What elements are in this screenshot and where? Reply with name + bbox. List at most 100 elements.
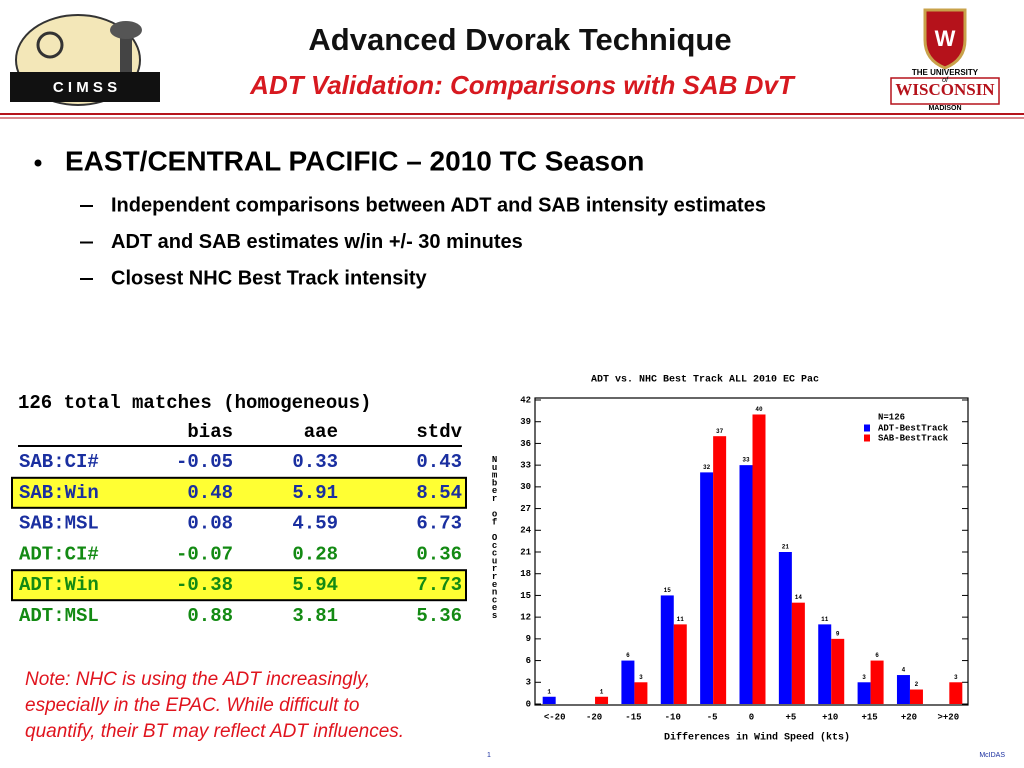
logo-text: C I M S S (53, 79, 117, 96)
x-tick-label: 0 (749, 712, 754, 722)
data-label: 3 (954, 674, 958, 681)
cell: 5.94 (292, 574, 338, 596)
credit: McIDAS (979, 752, 1005, 759)
y-tick-label: 33 (520, 461, 531, 471)
data-label: 40 (755, 406, 763, 413)
bar (778, 552, 792, 704)
bar (542, 696, 556, 704)
row-name: ADT:MSL (19, 605, 99, 627)
y-tick-label: 30 (520, 482, 531, 492)
row-name: SAB:Win (19, 482, 99, 504)
data-label: 2 (915, 681, 919, 688)
cell: 0.88 (187, 605, 233, 627)
cell: 0.08 (187, 513, 233, 535)
data-label: 11 (821, 616, 829, 623)
column-header: bias (187, 421, 233, 443)
bar (896, 675, 910, 704)
cimss-logo (10, 14, 160, 106)
y-tick-label: 27 (520, 504, 531, 514)
cell: -0.05 (176, 451, 233, 473)
x-tick-label: -5 (707, 712, 718, 722)
data-label: 4 (902, 667, 906, 674)
y-tick-label: 39 (520, 417, 531, 427)
y-tick-label: 6 (526, 656, 531, 666)
note-line: especially in the EPAC. While difficult … (25, 695, 359, 716)
logo-name: WISCONSIN (895, 80, 995, 99)
data-label: 11 (677, 616, 685, 623)
data-label: 37 (716, 428, 724, 435)
cell: 3.81 (292, 605, 338, 627)
bar (818, 624, 832, 704)
cell: 0.48 (187, 482, 233, 504)
bar (700, 472, 714, 704)
x-tick-label: +5 (785, 712, 796, 722)
subtitle: ADT Validation: Comparisons with SAB DvT (249, 70, 796, 100)
wisconsin-logo (890, 8, 1000, 105)
logo-top: THE UNIVERSITY (912, 68, 979, 77)
bar (949, 682, 963, 704)
data-label: 15 (664, 587, 672, 594)
y-tick-label: 9 (526, 634, 531, 644)
note-line: quantify, their BT may reflect ADT influ… (25, 721, 404, 742)
bar (595, 696, 609, 704)
y-tick-label: 18 (520, 569, 531, 579)
logo-of: of (942, 77, 949, 84)
cell: 5.36 (416, 605, 462, 627)
y-tick-label: 36 (520, 439, 531, 449)
y-tick-label: 15 (520, 591, 531, 601)
legend-swatch (864, 424, 870, 432)
bar (752, 414, 766, 704)
y-tick-label: 3 (526, 678, 531, 688)
row-highlight (11, 569, 467, 602)
chart-title: ADT vs. NHC Best Track ALL 2010 EC Pac (591, 374, 819, 386)
x-tick-label: -20 (586, 712, 602, 722)
bar (660, 595, 674, 704)
x-tick-label: +15 (861, 712, 877, 722)
x-tick-label: -15 (625, 712, 641, 722)
bar (870, 660, 884, 704)
y-tick-label: 24 (520, 526, 531, 536)
data-label: 21 (782, 544, 790, 551)
row-highlight (11, 476, 467, 509)
column-header: stdv (416, 421, 462, 443)
cell: 0.33 (292, 451, 338, 473)
data-label: 6 (626, 652, 630, 659)
sub-bullet: Closest NHC Best Track intensity (111, 267, 428, 289)
cell: 0.36 (416, 543, 462, 565)
cell: -0.07 (176, 543, 233, 565)
table-caption: 126 total matches (homogeneous) (18, 392, 371, 414)
legend-label: ADT-BestTrack (878, 423, 949, 433)
data-label: 9 (836, 630, 840, 637)
x-tick-label: +10 (822, 712, 838, 722)
bar (621, 660, 635, 704)
sub-bullet: Independent comparisons between ADT and … (111, 194, 766, 216)
x-axis-label: Differences in Wind Speed (kts) (664, 732, 850, 744)
cell: 0.28 (292, 543, 338, 565)
cell: 4.59 (292, 513, 338, 535)
data-label: 14 (795, 594, 803, 601)
cell: -0.38 (176, 574, 233, 596)
bar (739, 465, 753, 704)
bar (713, 436, 727, 704)
page-number: 1 (487, 752, 491, 759)
title: Advanced Dvorak Technique (308, 22, 731, 57)
row-name: SAB:CI# (19, 451, 99, 473)
bar (831, 638, 845, 704)
y-tick-label: 21 (520, 547, 531, 557)
note-line: Note: NHC is using the ADT increasingly, (25, 669, 370, 690)
legend-annotation: N=126 (878, 412, 905, 422)
data-label: 33 (742, 457, 750, 464)
bullet (34, 159, 42, 167)
bullet-main: EAST/CENTRAL PACIFIC – 2010 TC Season (65, 145, 644, 176)
x-tick-label: -10 (665, 712, 681, 722)
x-tick-label: >+20 (938, 712, 960, 722)
data-label: 32 (703, 464, 711, 471)
cell: 6.73 (416, 513, 462, 535)
legend-swatch (864, 434, 870, 442)
row-name: ADT:CI# (19, 543, 99, 565)
x-tick-label: +20 (901, 712, 917, 722)
data-label: 3 (862, 674, 866, 681)
data-label: 1 (600, 688, 604, 695)
y-tick-label: 0 (526, 699, 531, 709)
